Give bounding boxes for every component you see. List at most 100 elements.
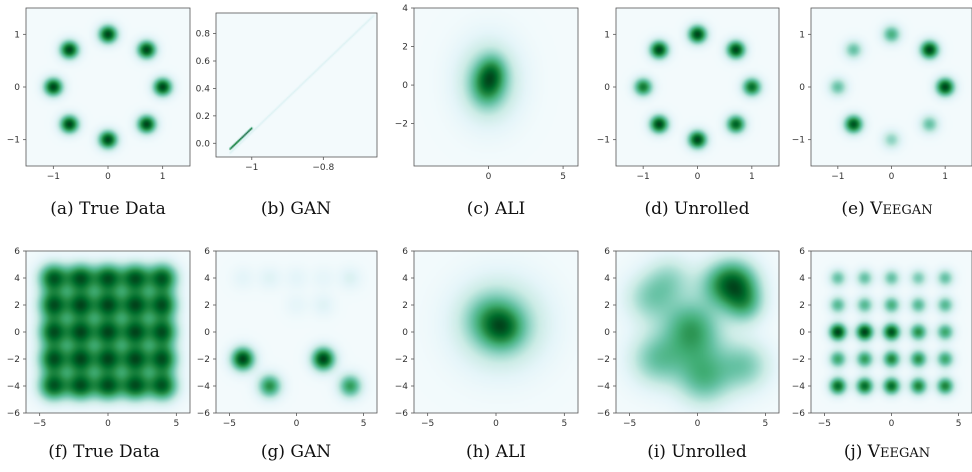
caption-prefix: (c): [467, 199, 495, 219]
x-tick-label: 5: [763, 419, 769, 429]
density-heatmap: [216, 251, 377, 413]
caption-name: True Data: [73, 442, 160, 462]
caption-name: GAN: [290, 442, 331, 462]
plot-frame: [215, 12, 378, 158]
caption-prefix: (h): [466, 442, 496, 462]
caption-name: V: [867, 442, 881, 462]
y-tick-label: 4: [604, 274, 610, 284]
x-tick-label: −5: [818, 419, 831, 429]
panel-a: −1 0 1 −1 0 1 (a) True Data: [7, 7, 191, 219]
y-tick-label: 0.2: [196, 112, 210, 122]
panel-g: −5 0 5 −6 −4 −2 0 2 4 6 (g) GAN: [197, 247, 378, 462]
y-tick-label: −4: [197, 382, 211, 392]
y-tick-label: 2: [14, 301, 20, 311]
y-tick-label: −2: [597, 355, 610, 365]
panel-caption: (i) Unrolled: [647, 442, 747, 462]
caption-name: True Data: [79, 199, 166, 219]
y-tick-label: 0: [204, 328, 210, 338]
caption-name: ALI: [494, 199, 525, 219]
y-tick-label: −6: [792, 409, 806, 419]
x-tick-label: 0: [695, 172, 701, 182]
y-tick-label: 2: [799, 301, 805, 311]
density-heatmap: [414, 251, 578, 413]
y-tick-label: −2: [7, 355, 20, 365]
x-tick-label: 5: [561, 419, 567, 429]
density-heatmap: [26, 8, 190, 166]
y-tick-label: 2: [402, 301, 408, 311]
y-tick-label: 2: [204, 301, 210, 311]
panel-e: −1 0 1 −1 0 1 (e) VEEGAN: [792, 7, 972, 219]
y-tick-label: 0: [402, 328, 408, 338]
x-tick-label: −1: [47, 172, 60, 182]
y-tick-label: 4: [799, 274, 805, 284]
y-tick-label: 0: [14, 83, 20, 93]
y-tick-label: 4: [14, 274, 20, 284]
x-tick-label: 1: [749, 172, 755, 182]
y-tick-label: −2: [395, 120, 408, 130]
caption-name-rest: EEGAN: [880, 446, 930, 461]
y-tick-label: −6: [7, 409, 21, 419]
x-tick-label: 0: [889, 419, 895, 429]
y-tick-label: −6: [197, 409, 211, 419]
y-tick-label: 0: [402, 81, 408, 91]
y-tick-label: −2: [395, 355, 408, 365]
caption-name: V: [869, 199, 883, 219]
y-tick-label: 6: [799, 247, 805, 257]
x-tick-label: 5: [560, 172, 566, 182]
panel-f: −5 0 5 −6 −4 −2 0 2 4 6 (f) True Data: [7, 247, 191, 462]
x-tick-label: −1: [245, 163, 258, 173]
x-tick-label: −0.8: [312, 163, 334, 173]
y-tick-label: 6: [604, 247, 610, 257]
caption-prefix: (j): [844, 442, 868, 462]
y-tick-label: 6: [204, 247, 210, 257]
x-tick-label: −5: [33, 419, 46, 429]
y-tick-label: −6: [395, 409, 409, 419]
caption-prefix: (i): [647, 442, 671, 462]
y-tick-label: −1: [792, 136, 805, 146]
caption-prefix: (f): [48, 442, 73, 462]
panel-j: −5 0 5 −6 −4 −2 0 2 4 6 (j) VEEGAN: [792, 247, 972, 462]
y-tick-label: −1: [7, 136, 20, 146]
x-tick-label: 0: [493, 419, 499, 429]
y-tick-label: 0.6: [196, 57, 211, 67]
y-tick-label: 0: [799, 83, 805, 93]
caption-name: Unrolled: [671, 442, 747, 462]
panel-d: −1 0 1 −1 0 1 (d) Unrolled: [597, 7, 780, 219]
y-tick-label: 0: [799, 328, 805, 338]
panel-caption: (c) ALI: [467, 199, 525, 219]
panel-caption: (d) Unrolled: [644, 199, 749, 219]
caption-prefix: (g): [261, 442, 291, 462]
density-heatmap: [414, 8, 578, 166]
panel-caption: (g) GAN: [261, 442, 331, 462]
panel-b: −1 −0.8 0.0 0.2 0.4 0.6 0.8 (b) GAN: [196, 12, 378, 219]
x-tick-label: −5: [421, 419, 434, 429]
panel-caption: (h) ALI: [466, 442, 526, 462]
y-tick-label: 6: [402, 247, 408, 257]
y-tick-label: 0: [14, 328, 20, 338]
caption-name: Unrolled: [674, 199, 750, 219]
y-tick-label: 4: [402, 4, 408, 14]
x-tick-label: 5: [173, 419, 179, 429]
y-tick-label: 1: [14, 30, 20, 40]
x-tick-label: 5: [361, 419, 367, 429]
x-tick-label: −5: [623, 419, 636, 429]
y-tick-label: −4: [395, 382, 409, 392]
x-tick-label: −5: [223, 419, 236, 429]
plot-frame: [413, 7, 579, 167]
x-tick-label: 0: [294, 419, 300, 429]
x-tick-label: 0: [695, 419, 701, 429]
density-heatmap: [616, 8, 779, 166]
panel-caption: (b) GAN: [261, 199, 331, 219]
caption-prefix: (d): [644, 199, 674, 219]
y-tick-label: 2: [402, 43, 408, 53]
density-heatmap: [811, 8, 972, 166]
y-tick-label: 4: [204, 274, 210, 284]
y-tick-label: −1: [597, 136, 610, 146]
y-tick-label: 0.8: [196, 30, 211, 40]
x-tick-label: 0: [105, 419, 111, 429]
caption-prefix: (e): [841, 199, 870, 219]
y-tick-label: 0.0: [196, 139, 211, 149]
y-tick-label: −4: [792, 382, 806, 392]
y-tick-label: −2: [792, 355, 805, 365]
